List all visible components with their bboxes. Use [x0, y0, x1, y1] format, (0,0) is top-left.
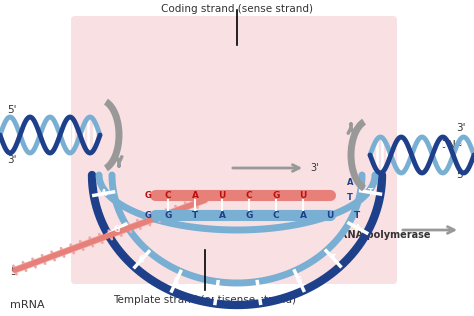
Text: mRNA: mRNA [10, 300, 45, 310]
Text: C: C [164, 191, 171, 199]
Text: RNA polymerase: RNA polymerase [340, 230, 430, 240]
Text: T: T [368, 188, 373, 197]
Text: T: T [354, 210, 360, 220]
Text: U: U [299, 191, 307, 199]
Text: U: U [219, 191, 226, 199]
Text: A: A [347, 178, 353, 187]
Text: G: G [145, 191, 151, 199]
Text: Template strand (antisense strand): Template strand (antisense strand) [113, 295, 297, 305]
Text: T: T [347, 193, 353, 202]
Text: G: G [272, 191, 280, 199]
Text: T: T [192, 210, 198, 220]
Text: C: C [139, 255, 145, 264]
Text: 5': 5' [10, 267, 19, 277]
Text: T: T [214, 288, 219, 297]
Text: C: C [256, 288, 262, 297]
Text: A: A [101, 189, 107, 198]
Text: A: A [219, 210, 226, 220]
Text: 3': 3' [310, 163, 319, 173]
Text: U: U [326, 210, 334, 220]
Text: A: A [191, 191, 199, 199]
Text: 3': 3' [456, 123, 465, 133]
Text: G: G [246, 210, 253, 220]
Text: G: G [296, 276, 302, 285]
FancyBboxPatch shape [71, 16, 397, 284]
Text: T: T [330, 254, 336, 263]
Text: G: G [164, 210, 172, 220]
Text: C: C [273, 210, 279, 220]
Text: 3': 3' [7, 155, 17, 165]
Text: A: A [355, 224, 361, 233]
Text: C: C [246, 191, 252, 199]
Text: G: G [114, 225, 120, 234]
Text: DNA: DNA [440, 140, 465, 150]
Text: 5': 5' [7, 105, 17, 115]
Text: G: G [145, 210, 151, 220]
Text: A: A [173, 277, 179, 286]
Text: 5': 5' [456, 170, 465, 180]
Text: A: A [300, 210, 307, 220]
Text: Coding strand (sense strand): Coding strand (sense strand) [161, 4, 313, 14]
